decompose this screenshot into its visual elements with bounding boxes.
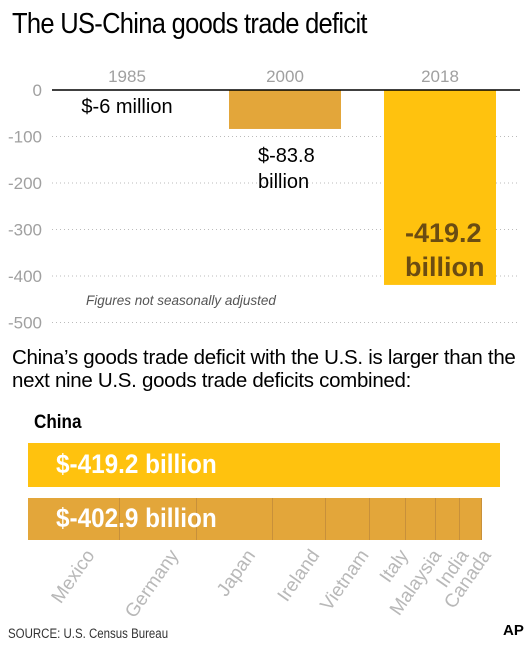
value-label-2000-line2: billion xyxy=(258,171,309,193)
country-label-vietnam: Vietnam xyxy=(316,546,374,615)
bar-2018 xyxy=(384,90,496,285)
value-label-2018-line2: billion xyxy=(405,252,484,282)
y-tick-label: -200 xyxy=(8,174,42,193)
segment-vietnam xyxy=(325,498,371,540)
segment-germany xyxy=(119,498,197,540)
segment-japan xyxy=(196,498,274,540)
value-label-2000-line1: $-83.8 xyxy=(258,145,315,167)
segment-india xyxy=(435,498,460,540)
seasonal-note: Figures not seasonally adjusted xyxy=(86,293,276,308)
segment-malaysia xyxy=(405,498,436,540)
subhead: China’s goods trade deficit with the U.S… xyxy=(12,346,516,392)
china-label: China xyxy=(34,412,82,433)
country-label-ireland: Ireland xyxy=(274,546,325,606)
y-tick-label: -300 xyxy=(8,221,42,240)
year-label-2000: 2000 xyxy=(266,67,304,86)
deficit-bar-chart: 0 -100 -200 -300 -400 -500 1985 2000 2018 $-6 mil… xyxy=(8,67,520,333)
y-tick-label: 0 xyxy=(33,81,42,100)
y-tick-label: -100 xyxy=(8,128,42,147)
source-note: SOURCE: U.S. Census Bureau xyxy=(8,626,169,641)
chart-title: The US-China goods trade deficit xyxy=(12,8,368,40)
year-label-2018: 2018 xyxy=(421,67,459,86)
combined-nine-bar: $-402.9 billion xyxy=(28,498,482,540)
year-label-1985: 1985 xyxy=(108,67,146,86)
y-tick-label: -500 xyxy=(8,314,42,333)
combined-value-label: $-402.9 billion xyxy=(56,503,217,533)
ap-logo: AP xyxy=(503,622,524,639)
china-bar: $-419.2 billion xyxy=(28,443,500,487)
value-label-1985: $-6 million xyxy=(81,96,172,118)
country-label-germany: Germany xyxy=(121,546,184,623)
bar-2000 xyxy=(229,90,341,129)
segment-italy xyxy=(370,498,406,540)
country-label-mexico: Mexico xyxy=(47,546,100,608)
country-label-japan: Japan xyxy=(213,546,260,601)
y-tick-label: -400 xyxy=(8,267,42,286)
segment-ireland xyxy=(273,498,326,540)
segment-canada xyxy=(459,498,482,540)
segment-mexico xyxy=(28,498,120,540)
china-value-label: $-419.2 billion xyxy=(56,449,217,479)
value-label-2018-line1: -419.2 xyxy=(405,218,482,248)
